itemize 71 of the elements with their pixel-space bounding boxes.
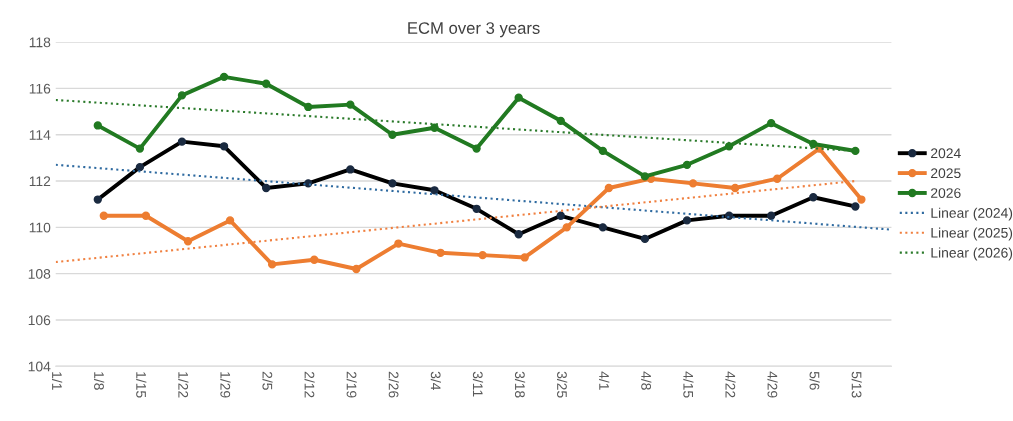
point [514,93,523,102]
point [604,183,614,193]
legend-label: Linear (2024) [931,207,1013,221]
x-tick-label: 1/15 [136,372,147,398]
point [388,130,397,139]
y-tick-label: 104 [28,361,51,372]
x-tick-label: 2/19 [346,371,357,398]
y-tick-label: 116 [29,83,51,94]
point [472,144,481,153]
x-tick-label: 3/11 [472,371,484,397]
x-tick-label: 2/5 [262,371,273,390]
point [352,264,361,274]
point [219,72,229,81]
legend-label: 2025 [931,168,961,179]
point [682,160,692,169]
point [520,253,529,262]
x-tick-label: 1/1 [51,372,63,390]
point [724,142,734,151]
x-tick-label: 4/8 [641,371,652,390]
x-tick-label: 4/29 [767,371,778,398]
x-tick-label: 1/29 [220,372,231,398]
x-tick-label: 5/13 [851,371,862,398]
x-tick-label: 5/6 [809,371,820,390]
point [688,179,698,188]
point [310,255,319,264]
x-tick-label: 3/18 [514,371,526,398]
point [93,121,102,130]
legend-label: 2024 [931,148,961,159]
x-tick-label: 1/8 [94,372,105,390]
x-tick-label: 4/1 [599,371,610,390]
x-tick-label: 2/12 [304,371,315,398]
x-tick-label: 3/4 [430,371,441,391]
point [598,146,608,156]
legend-label: 2026 [931,188,961,198]
y-tick-label: 112 [29,176,51,187]
point [225,216,235,225]
x-tick-label: 4/15 [683,371,694,398]
point [304,102,313,112]
point [809,139,818,149]
point [773,174,782,183]
point [394,239,403,248]
point [436,248,445,257]
point [851,146,860,156]
point [183,237,193,246]
point [261,79,271,88]
legend-label: Linear (2025) [931,227,1013,241]
point [730,183,740,193]
point [135,144,145,153]
x-tick-label: 1/22 [178,372,189,398]
point [430,123,439,132]
x-tick-label: 4/22 [725,371,736,398]
legend-label: Linear (2026) [931,247,1013,261]
point [346,100,355,109]
point [141,211,151,220]
point [562,223,571,232]
x-tick-label: 2/26 [388,371,399,398]
point [857,195,866,204]
point [767,118,776,128]
point [99,211,108,220]
point [478,250,487,260]
y-tick-label: 110 [29,222,51,233]
x-tick-label: 3/25 [557,371,568,398]
y-tick-label: 106 [28,315,51,326]
y-tick-label: 108 [28,268,51,279]
chart-title: ECM over 3 years [408,22,540,38]
point [267,260,277,269]
point [556,116,565,125]
y-tick-label: 118 [29,37,51,48]
point [177,91,187,100]
y-tick-label: 114 [29,130,51,140]
point [640,172,650,181]
